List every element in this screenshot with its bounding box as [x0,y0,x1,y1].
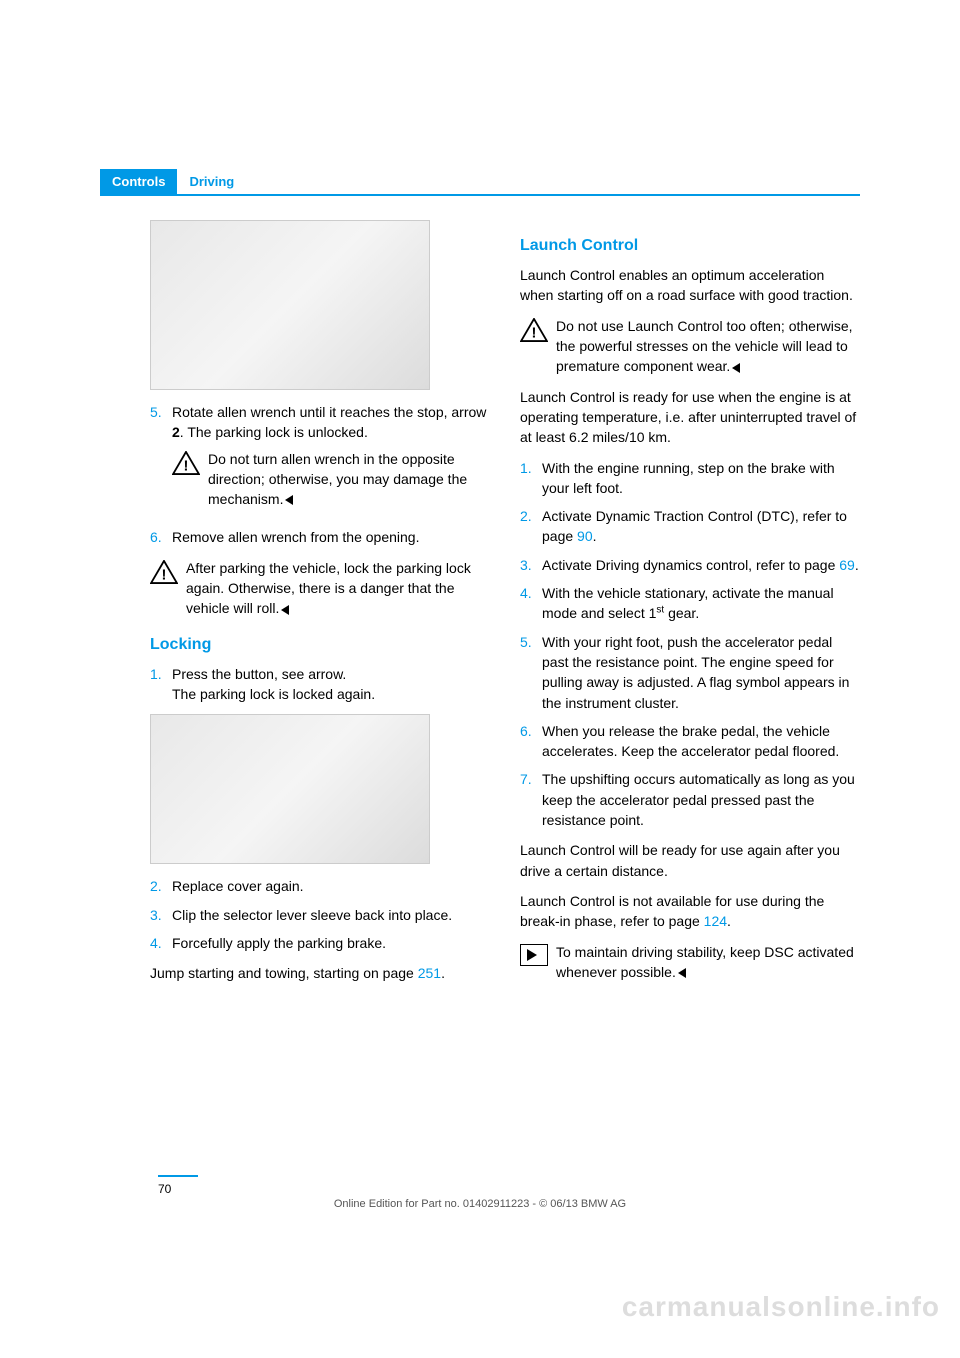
lock-step-2: 2. Replace cover again. [150,876,490,896]
step-number: 7. [520,769,542,830]
warning-icon: ! [520,318,548,342]
steps-unlock: 5. Rotate allen wrench until it reaches … [150,402,490,548]
content-columns: 5. Rotate allen wrench until it reaches … [150,220,860,994]
jump-text: Jump starting and towing, starting on pa… [150,965,418,981]
launch-step-3b: . [855,557,859,573]
page-link-90[interactable]: 90 [577,528,593,544]
step-number: 5. [150,402,172,519]
step-6: 6. Remove allen wrench from the opening. [150,527,490,547]
lock-step-4-text: Forcefully apply the parking brake. [172,933,490,953]
figure-lock-button [150,714,430,864]
lock-step-1b: The parking lock is locked again. [172,684,490,704]
step-number: 4. [520,583,542,624]
breadcrumb: Controls Driving [100,170,246,194]
end-marker-icon [732,363,740,373]
page-number: 70 [158,1175,198,1198]
launch-after2: Launch Control is not available for use … [520,891,860,932]
warn-wrench-text: Do not turn allen wrench in the opposite… [208,451,467,508]
launch-after2a: Launch Control is not available for use … [520,893,824,929]
launch-step-4b: gear. [664,605,699,621]
launch-ready: Launch Control is ready for use when the… [520,387,860,448]
end-marker-icon [285,495,293,505]
launch-step-1-text: With the engine running, step on the bra… [542,458,860,499]
step-number: 3. [520,555,542,575]
step-number: 4. [150,933,172,953]
warning-wrench-direction: ! Do not turn allen wrench in the opposi… [172,449,490,510]
step-5-bold: 2 [172,424,180,440]
launch-step-6-text: When you release the brake pedal, the ve… [542,721,860,762]
lock-step-1: 1. Press the button, see arrow. The park… [150,664,490,705]
lock-step-4: 4. Forcefully apply the parking brake. [150,933,490,953]
step-5: 5. Rotate allen wrench until it reaches … [150,402,490,519]
step-number: 3. [150,905,172,925]
step-5-text-a: Rotate allen wrench until it reaches the… [172,404,486,420]
launch-step-5-text: With your right foot, push the accelerat… [542,632,860,713]
warn-launch-text: Do not use Launch Control too often; oth… [556,318,853,375]
heading-locking: Locking [150,633,490,656]
lock-step-2-text: Replace cover again. [172,876,490,896]
launch-step-2: 2. Activate Dynamic Traction Control (DT… [520,506,860,547]
launch-after2b: . [727,913,731,929]
note-dsc: To maintain driving stability, keep DSC … [520,942,860,983]
end-marker-icon [678,968,686,978]
page-link-69[interactable]: 69 [839,557,855,573]
lock-step-3-text: Clip the selector lever sleeve back into… [172,905,490,925]
launch-intro: Launch Control enables an optimum accele… [520,265,860,306]
steps-locking-b: 2. Replace cover again. 3. Clip the sele… [150,876,490,953]
launch-step-7-text: The upshifting occurs automatically as l… [542,769,860,830]
step-number: 5. [520,632,542,713]
step-6-text: Remove allen wrench from the opening. [172,527,490,547]
jump-suffix: . [441,965,445,981]
lock-step-1a: Press the button, see arrow. [172,664,490,684]
step-number: 2. [520,506,542,547]
step-number: 1. [150,664,172,705]
warning-icon: ! [172,451,200,475]
header-section-driving: Driving [177,169,246,196]
jump-start-ref: Jump starting and towing, starting on pa… [150,963,490,983]
step-5-text-b: . The parking lock is unlocked. [180,424,368,440]
steps-launch: 1. With the engine running, step on the … [520,458,860,831]
svg-text:!: ! [532,325,537,341]
launch-after1: Launch Control will be ready for use aga… [520,840,860,881]
launch-step-5: 5. With your right foot, push the accele… [520,632,860,713]
steps-locking-a: 1. Press the button, see arrow. The park… [150,664,490,705]
launch-step-2b: . [593,528,597,544]
svg-text:!: ! [184,458,189,474]
warn-parking-text: After parking the vehicle, lock the park… [186,560,471,617]
end-marker-icon [281,605,289,615]
page-link-251[interactable]: 251 [418,965,441,981]
launch-step-4: 4. With the vehicle stationary, activate… [520,583,860,624]
note-icon [520,944,548,966]
note-dsc-text: To maintain driving stability, keep DSC … [556,944,854,980]
footer-copyright: Online Edition for Part no. 01402911223 … [0,1197,960,1213]
warning-launch-wear: ! Do not use Launch Control too often; o… [520,316,860,377]
figure-allen-wrench [150,220,430,390]
step-number: 2. [150,876,172,896]
header-rule [100,194,860,196]
right-column: Launch Control Launch Control enables an… [520,220,860,994]
launch-step-7: 7. The upshifting occurs automatically a… [520,769,860,830]
heading-launch-control: Launch Control [520,234,860,257]
launch-step-3a: Activate Driving dynamics control, refer… [542,557,839,573]
left-column: 5. Rotate allen wrench until it reaches … [150,220,490,994]
page-link-124[interactable]: 124 [704,913,727,929]
warning-icon: ! [150,560,178,584]
launch-step-6: 6. When you release the brake pedal, the… [520,721,860,762]
step-number: 1. [520,458,542,499]
svg-text:!: ! [162,567,167,583]
launch-step-1: 1. With the engine running, step on the … [520,458,860,499]
warning-parking-lock: ! After parking the vehicle, lock the pa… [150,558,490,619]
watermark: carmanualsonline.info [622,1287,940,1328]
step-number: 6. [520,721,542,762]
header-tab-controls: Controls [100,169,177,196]
lock-step-3: 3. Clip the selector lever sleeve back i… [150,905,490,925]
launch-step-3: 3. Activate Driving dynamics control, re… [520,555,860,575]
step-number: 6. [150,527,172,547]
